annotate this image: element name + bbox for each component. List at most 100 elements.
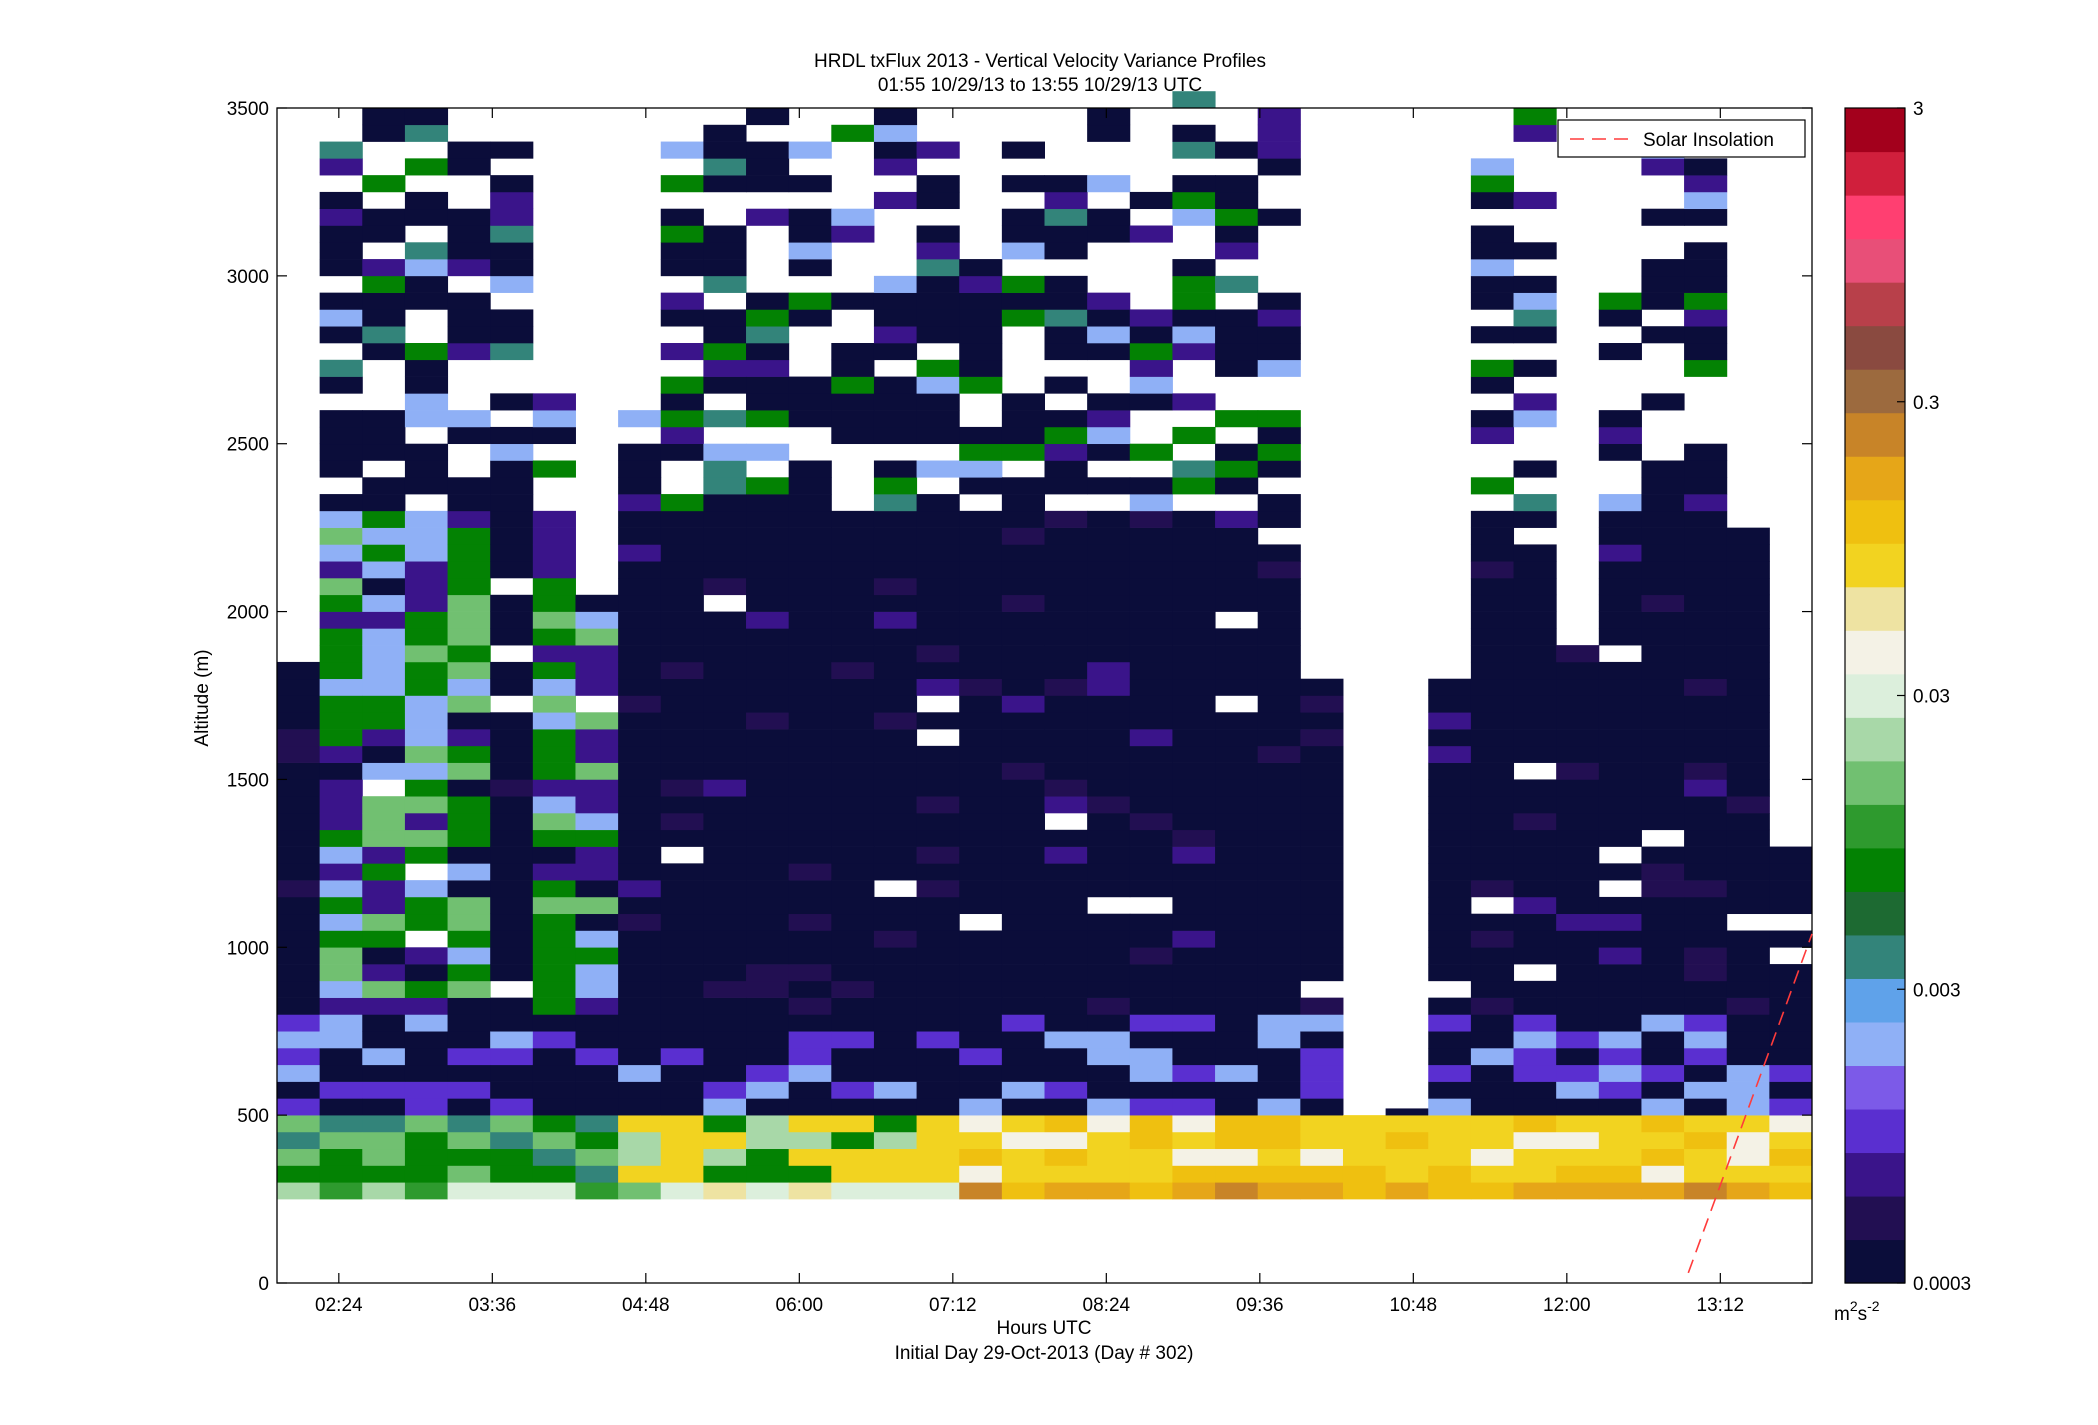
heatmap-cell [1684,661,1728,680]
heatmap-cell [1598,1115,1642,1133]
heatmap-cell [277,930,321,948]
heatmap-cell [1428,695,1472,713]
heatmap-cell [959,628,1003,646]
heatmap-cell [1684,863,1728,881]
heatmap-cell [746,1098,790,1116]
heatmap-cell [1641,561,1685,579]
heatmap-cell [873,594,918,612]
heatmap-cell [1257,124,1301,142]
heatmap-cell [660,930,704,948]
heatmap-cell [746,1081,790,1099]
heatmap-cell [1470,695,1515,713]
heatmap-cell [1172,510,1216,528]
heatmap-cell [1129,661,1173,680]
heatmap-cell [362,208,406,226]
heatmap-cell [660,695,704,713]
heatmap-cell [1215,628,1259,646]
heatmap-cell [362,745,406,763]
heatmap-cell [575,611,619,629]
heatmap-cell [1513,393,1557,411]
heatmap-cell [404,611,449,629]
heatmap-cell [660,779,704,797]
heatmap-cell [660,611,704,629]
solar-insolation-line [1687,933,1813,1274]
heatmap-cell [618,443,662,461]
x-tick-label: 07:12 [929,1295,977,1316]
heatmap-cell [788,863,832,881]
heatmap-cell [1044,913,1088,931]
heatmap-cell [831,779,875,797]
heatmap-cell [788,661,832,680]
heatmap-cell [1641,645,1685,663]
heatmap-cell [1556,1098,1600,1116]
heatmap-cell [788,292,832,310]
heatmap-cell [1513,913,1557,931]
heatmap-cell [1513,510,1557,528]
heatmap-cell [1001,426,1045,445]
heatmap-cell [831,1148,875,1166]
heatmap-cell [831,645,875,663]
heatmap-cell [788,813,832,831]
heatmap-cell [746,443,790,461]
heatmap-cell [1598,1148,1642,1166]
heatmap-cell [1129,745,1173,763]
heatmap-cell [873,796,918,814]
heatmap-cell [831,410,875,428]
heatmap-cell [1428,1031,1472,1049]
heatmap-cell [1172,527,1216,545]
heatmap-cell [1556,1014,1600,1032]
heatmap-cell [1598,779,1642,797]
heatmap-cell [1726,594,1770,612]
heatmap-cell [1257,208,1301,226]
heatmap-cell [1215,1115,1259,1133]
heatmap-cell [1001,410,1045,428]
heatmap-cell [916,292,960,310]
heatmap-cell [660,259,704,277]
heatmap-cell [1300,846,1344,864]
heatmap-cell [1641,1098,1685,1116]
heatmap-cell [1641,930,1685,948]
heatmap-cell [1001,762,1045,780]
heatmap-cell [1641,896,1685,915]
heatmap-cell [660,1031,704,1049]
heatmap-cell [1001,561,1045,579]
heatmap-cell [959,309,1003,327]
heatmap-cell [831,1131,875,1150]
heatmap-cell [618,477,662,495]
colorbar-band [1845,1065,1905,1110]
heatmap-cell [916,1165,960,1183]
heatmap-cell [362,494,406,512]
heatmap-cell [1428,829,1472,847]
heatmap-cell [788,1031,832,1049]
heatmap-cell [959,1064,1003,1082]
heatmap-cell [788,527,832,545]
heatmap-cell [532,628,576,646]
heatmap-cell [873,309,918,327]
heatmap-cell [1726,695,1770,713]
heatmap-cell [916,611,960,629]
heatmap-cell [1470,1031,1515,1049]
heatmap-cell [1087,544,1131,562]
heatmap-cell [703,1014,747,1032]
heatmap-cell [1129,695,1173,713]
heatmap-cell [1641,678,1685,696]
heatmap-cell [1513,947,1557,965]
heatmap-cell [575,1098,619,1116]
heatmap-cell [618,410,662,428]
heatmap-cell [1641,661,1685,680]
heatmap-cell [1684,359,1728,377]
heatmap-cell [873,745,918,763]
heatmap-cell [1470,930,1515,948]
heatmap-cell [1300,1064,1344,1082]
heatmap-cell [404,896,449,915]
heatmap-cell [618,796,662,814]
heatmap-cell [1598,561,1642,579]
heatmap-cell [1087,863,1131,881]
heatmap-cell [660,997,704,1015]
heatmap-cell [1172,1064,1216,1082]
heatmap-cell [831,930,875,948]
heatmap-cell [1470,712,1515,730]
y-tick-label: 3000 [227,267,269,288]
heatmap-cell [362,1014,406,1032]
heatmap-cell [1087,1014,1131,1032]
